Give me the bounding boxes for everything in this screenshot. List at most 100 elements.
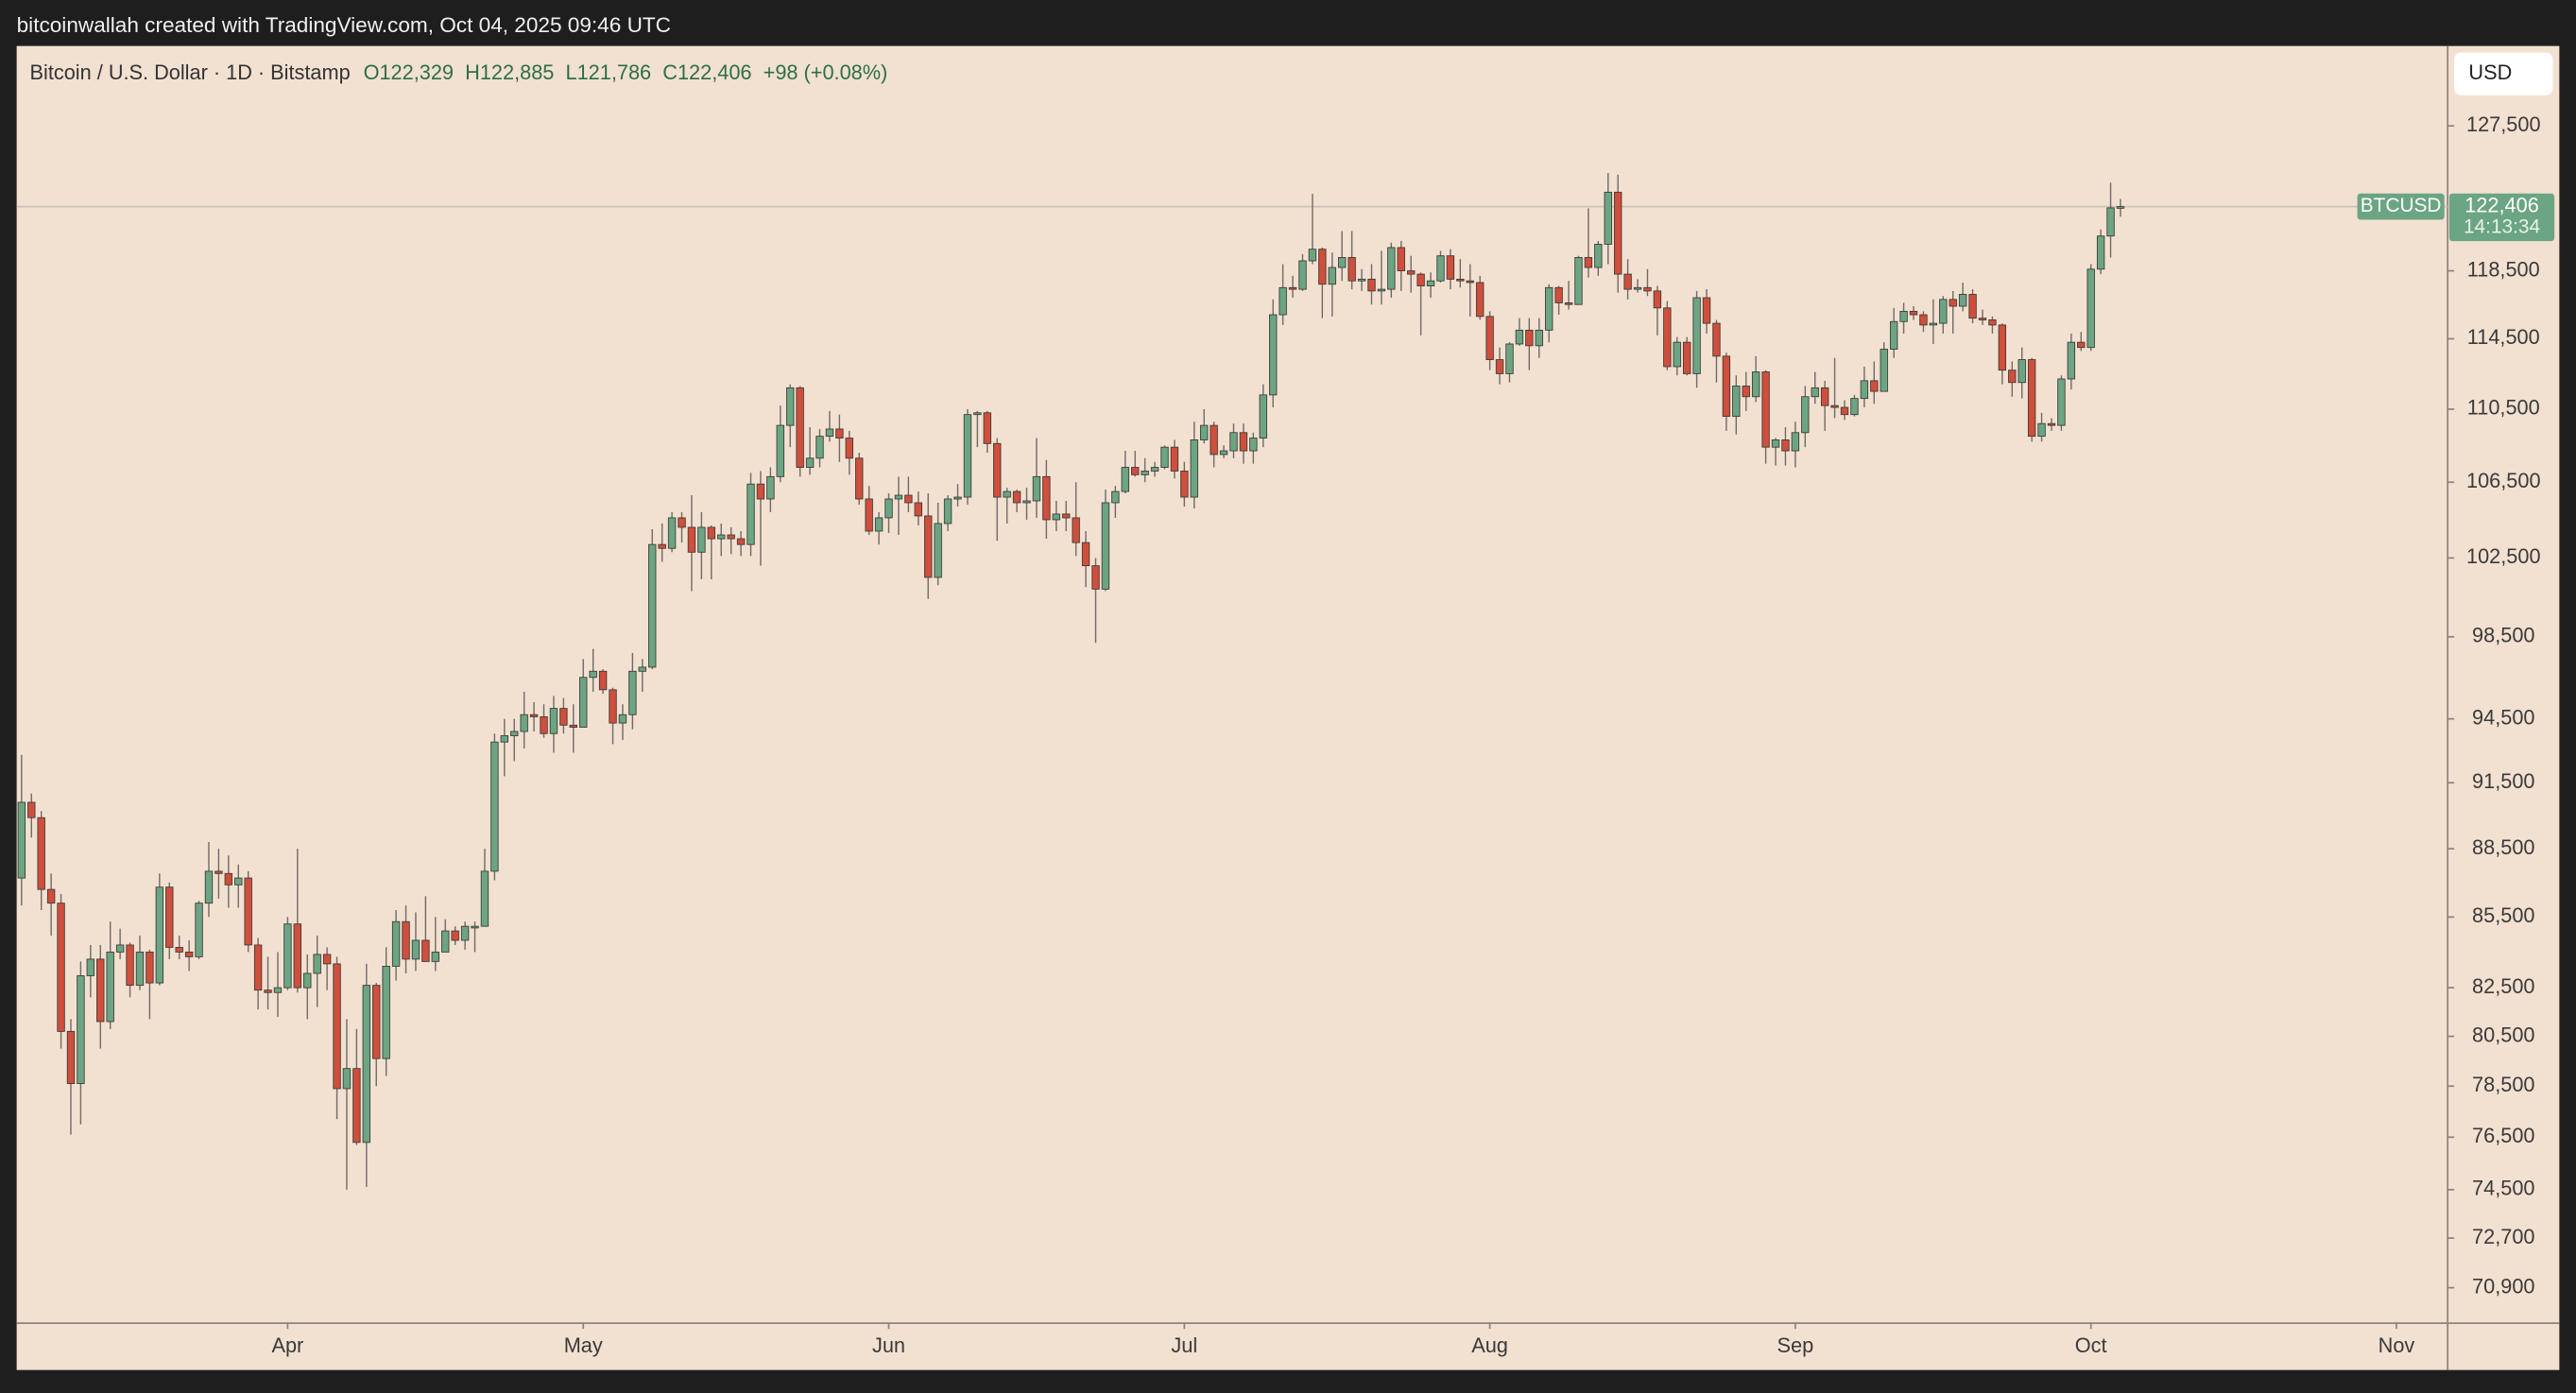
candle-body <box>540 716 548 734</box>
candle-body <box>1554 286 1563 303</box>
candle-body <box>1062 513 1071 519</box>
y-tick-label: 82,500 <box>2472 974 2534 998</box>
candle-body <box>264 989 272 993</box>
candle-body <box>1180 471 1189 498</box>
candle-body <box>658 543 666 549</box>
candle-body <box>421 939 430 962</box>
x-tick-label: Jun <box>872 1333 905 1357</box>
candle-body <box>727 534 735 540</box>
candle-body <box>667 517 677 549</box>
candle-body <box>1328 267 1336 285</box>
candle-body <box>520 714 528 732</box>
currency-label[interactable]: USD <box>2468 60 2512 84</box>
candle-body <box>391 920 401 967</box>
candle-body <box>1525 329 1534 347</box>
candle-body <box>1111 490 1120 504</box>
candle-body <box>1446 255 1455 280</box>
candle-body <box>37 817 45 890</box>
candle-body <box>1387 247 1396 290</box>
y-tick-label: 106,500 <box>2466 469 2541 492</box>
candle-body <box>816 436 824 459</box>
candle-body <box>1141 471 1149 475</box>
symbol-title: Bitcoin / U.S. Dollar · 1D · Bitstamp <box>30 60 351 84</box>
candle-body <box>1889 320 1898 350</box>
ohlc-item: O122,329 <box>364 60 454 84</box>
countdown-label: 14:13:34 <box>2464 216 2540 238</box>
candle-body <box>1968 294 1977 319</box>
candle-body <box>1318 249 1327 285</box>
candle-body <box>1791 432 1800 452</box>
candle-body <box>589 670 597 679</box>
candle-body <box>451 930 459 941</box>
candle-body <box>1121 467 1129 492</box>
y-tick-label: 76,500 <box>2472 1124 2534 1147</box>
candle-body <box>1820 387 1829 406</box>
x-tick-label: Oct <box>2075 1333 2107 1357</box>
candle-body <box>648 543 657 668</box>
candle-body <box>204 870 214 904</box>
candle-body <box>717 534 726 540</box>
candle-body <box>1771 439 1780 448</box>
candle-body <box>796 387 804 468</box>
candle-body <box>2116 206 2125 209</box>
candle-body <box>1899 310 1908 322</box>
candle-body <box>510 731 519 736</box>
candle-body <box>372 985 381 1059</box>
candle-body <box>1130 467 1140 475</box>
candle-body <box>1880 349 1888 392</box>
candle-body <box>313 954 321 974</box>
candle-body <box>678 517 686 528</box>
candle-body <box>1584 257 1593 268</box>
y-tick-label: 110,500 <box>2467 396 2540 420</box>
candle-body <box>1367 278 1376 292</box>
candle-body <box>1417 273 1425 286</box>
candle-body <box>1239 432 1248 452</box>
price-badge <box>2448 193 2555 242</box>
candle-body <box>756 483 765 500</box>
candle-body <box>638 666 646 672</box>
candle-body <box>1574 257 1583 305</box>
ohlc-item: C122,406 <box>662 60 751 84</box>
candle-body <box>1012 490 1022 504</box>
candle-body <box>2008 370 2017 384</box>
y-tick-label: 70,900 <box>2472 1274 2534 1298</box>
candle-body <box>46 888 56 904</box>
candle-body <box>1761 371 1770 448</box>
x-tick-label: Aug <box>1471 1333 1508 1357</box>
candle-body <box>283 923 292 989</box>
candle-body <box>1032 475 1041 502</box>
candle-body <box>1712 322 1721 357</box>
candle-body <box>1663 307 1672 368</box>
candle-body <box>155 886 164 984</box>
candle-body <box>1564 301 1573 305</box>
candle-body <box>1613 191 1623 275</box>
candle-body <box>1870 380 1879 392</box>
currency-button[interactable] <box>2454 52 2553 95</box>
candle-body <box>1436 255 1445 282</box>
candle-body <box>1229 432 1238 452</box>
candle-body <box>273 987 283 993</box>
candle-body <box>1072 517 1080 543</box>
candle-body <box>1219 450 1228 456</box>
candle-body <box>1742 386 1750 398</box>
candle-body <box>106 951 114 1023</box>
candle-body <box>894 494 903 500</box>
candle-body <box>865 498 873 532</box>
candle-body <box>1860 380 1869 400</box>
ohlc-item: +98 (+0.08%) <box>764 60 888 84</box>
symbol-badge <box>2357 193 2445 220</box>
candle-body <box>1081 542 1091 567</box>
candle-body <box>1466 280 1474 284</box>
candle-body <box>184 951 194 957</box>
candle-body <box>786 387 795 426</box>
candle-body <box>2037 422 2046 438</box>
candle-body <box>57 903 65 1032</box>
candle-body <box>2027 359 2036 438</box>
candle-body <box>1751 371 1760 398</box>
candle-body <box>914 502 922 517</box>
candle-body <box>195 903 203 957</box>
candle-body <box>579 677 588 728</box>
candle-body <box>500 735 508 743</box>
candle-body <box>874 517 884 532</box>
